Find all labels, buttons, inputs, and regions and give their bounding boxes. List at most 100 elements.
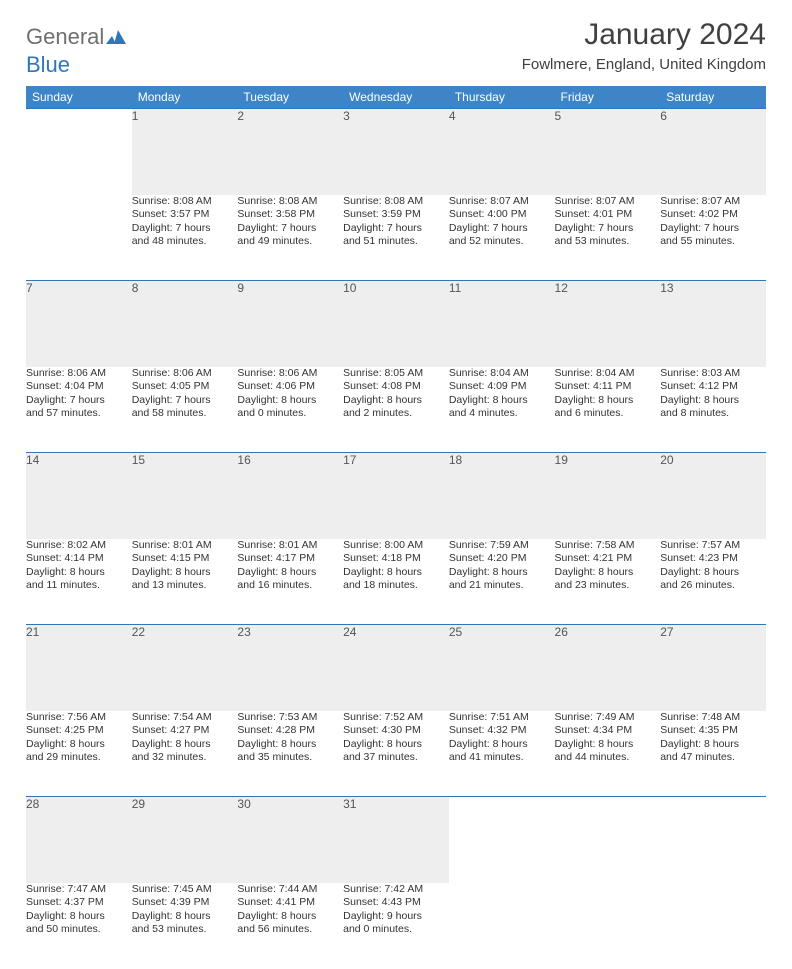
- daylight-text-2: and 49 minutes.: [237, 235, 343, 249]
- sunrise-text: Sunrise: 7:59 AM: [449, 539, 555, 553]
- sunset-text: Sunset: 3:59 PM: [343, 208, 449, 222]
- day-number-cell: 16: [237, 453, 343, 539]
- day-content-cell: Sunrise: 8:07 AMSunset: 4:02 PMDaylight:…: [660, 195, 766, 281]
- sunrise-text: Sunrise: 7:48 AM: [660, 711, 766, 725]
- daylight-text-1: Daylight: 7 hours: [343, 222, 449, 236]
- sunset-text: Sunset: 3:57 PM: [132, 208, 238, 222]
- day-content-cell: Sunrise: 8:06 AMSunset: 4:05 PMDaylight:…: [132, 367, 238, 453]
- day-content-cell: Sunrise: 8:08 AMSunset: 3:59 PMDaylight:…: [343, 195, 449, 281]
- day-number-row: 14151617181920: [26, 453, 766, 539]
- daylight-text-2: and 23 minutes.: [555, 579, 661, 593]
- daylight-text-2: and 50 minutes.: [26, 923, 132, 937]
- day-content-cell: Sunrise: 7:44 AMSunset: 4:41 PMDaylight:…: [237, 883, 343, 969]
- daylight-text-2: and 57 minutes.: [26, 407, 132, 421]
- day-number-cell: 26: [555, 625, 661, 711]
- sunrise-text: Sunrise: 8:06 AM: [26, 367, 132, 381]
- day-content-row: Sunrise: 8:08 AMSunset: 3:57 PMDaylight:…: [26, 195, 766, 281]
- day-number-cell: 21: [26, 625, 132, 711]
- daylight-text-2: and 0 minutes.: [343, 923, 449, 937]
- daylight-text-2: and 11 minutes.: [26, 579, 132, 593]
- sunrise-text: Sunrise: 7:51 AM: [449, 711, 555, 725]
- sunrise-text: Sunrise: 8:07 AM: [449, 195, 555, 209]
- day-number-cell: 24: [343, 625, 449, 711]
- header: General Blue January 2024 Fowlmere, Engl…: [26, 18, 766, 78]
- sunset-text: Sunset: 4:32 PM: [449, 724, 555, 738]
- daylight-text-1: Daylight: 8 hours: [555, 738, 661, 752]
- sunrise-text: Sunrise: 7:53 AM: [237, 711, 343, 725]
- daylight-text-2: and 37 minutes.: [343, 751, 449, 765]
- sunset-text: Sunset: 4:43 PM: [343, 896, 449, 910]
- location: Fowlmere, England, United Kingdom: [522, 56, 766, 73]
- sunset-text: Sunset: 4:11 PM: [555, 380, 661, 394]
- daylight-text-2: and 0 minutes.: [237, 407, 343, 421]
- day-content-cell: Sunrise: 7:51 AMSunset: 4:32 PMDaylight:…: [449, 711, 555, 797]
- daylight-text-2: and 35 minutes.: [237, 751, 343, 765]
- daylight-text-2: and 53 minutes.: [132, 923, 238, 937]
- day-number-cell: 9: [237, 281, 343, 367]
- sunrise-text: Sunrise: 8:08 AM: [237, 195, 343, 209]
- day-number-cell: 8: [132, 281, 238, 367]
- day-number-cell: 10: [343, 281, 449, 367]
- sunrise-text: Sunrise: 8:02 AM: [26, 539, 132, 553]
- sunset-text: Sunset: 4:05 PM: [132, 380, 238, 394]
- daylight-text-2: and 51 minutes.: [343, 235, 449, 249]
- day-number-cell: 1: [132, 109, 238, 195]
- sunrise-text: Sunrise: 7:49 AM: [555, 711, 661, 725]
- day-number-cell: 12: [555, 281, 661, 367]
- day-number-row: 78910111213: [26, 281, 766, 367]
- day-content-cell: Sunrise: 8:04 AMSunset: 4:11 PMDaylight:…: [555, 367, 661, 453]
- day-content-cell: Sunrise: 8:07 AMSunset: 4:01 PMDaylight:…: [555, 195, 661, 281]
- sunset-text: Sunset: 4:39 PM: [132, 896, 238, 910]
- daylight-text-1: Daylight: 7 hours: [237, 222, 343, 236]
- day-content-cell: [660, 883, 766, 969]
- day-content-cell: Sunrise: 8:08 AMSunset: 3:58 PMDaylight:…: [237, 195, 343, 281]
- daylight-text-1: Daylight: 7 hours: [660, 222, 766, 236]
- day-content-cell: Sunrise: 7:53 AMSunset: 4:28 PMDaylight:…: [237, 711, 343, 797]
- daylight-text-2: and 13 minutes.: [132, 579, 238, 593]
- daylight-text-2: and 53 minutes.: [555, 235, 661, 249]
- day-content-cell: Sunrise: 8:05 AMSunset: 4:08 PMDaylight:…: [343, 367, 449, 453]
- sunset-text: Sunset: 3:58 PM: [237, 208, 343, 222]
- daylight-text-1: Daylight: 9 hours: [343, 910, 449, 924]
- daylight-text-1: Daylight: 7 hours: [555, 222, 661, 236]
- day-content-cell: [555, 883, 661, 969]
- sunrise-text: Sunrise: 8:03 AM: [660, 367, 766, 381]
- sunset-text: Sunset: 4:08 PM: [343, 380, 449, 394]
- day-content-cell: Sunrise: 8:06 AMSunset: 4:06 PMDaylight:…: [237, 367, 343, 453]
- daylight-text-1: Daylight: 8 hours: [449, 394, 555, 408]
- daylight-text-1: Daylight: 8 hours: [132, 738, 238, 752]
- day-number-cell: 4: [449, 109, 555, 195]
- sunset-text: Sunset: 4:28 PM: [237, 724, 343, 738]
- daylight-text-2: and 56 minutes.: [237, 923, 343, 937]
- sunset-text: Sunset: 4:01 PM: [555, 208, 661, 222]
- sunset-text: Sunset: 4:20 PM: [449, 552, 555, 566]
- day-content-cell: Sunrise: 7:45 AMSunset: 4:39 PMDaylight:…: [132, 883, 238, 969]
- sunset-text: Sunset: 4:35 PM: [660, 724, 766, 738]
- day-number-cell: 18: [449, 453, 555, 539]
- day-number-cell: 3: [343, 109, 449, 195]
- day-number-cell: 7: [26, 281, 132, 367]
- sunrise-text: Sunrise: 8:08 AM: [132, 195, 238, 209]
- day-content-cell: Sunrise: 8:04 AMSunset: 4:09 PMDaylight:…: [449, 367, 555, 453]
- sunset-text: Sunset: 4:25 PM: [26, 724, 132, 738]
- daylight-text-2: and 29 minutes.: [26, 751, 132, 765]
- sunrise-text: Sunrise: 8:06 AM: [132, 367, 238, 381]
- day-number-cell: 27: [660, 625, 766, 711]
- sunset-text: Sunset: 4:21 PM: [555, 552, 661, 566]
- weekday-header: Saturday: [660, 86, 766, 109]
- day-content-cell: Sunrise: 8:06 AMSunset: 4:04 PMDaylight:…: [26, 367, 132, 453]
- daylight-text-2: and 32 minutes.: [132, 751, 238, 765]
- logo-word1: General: [26, 24, 104, 49]
- sunrise-text: Sunrise: 8:01 AM: [132, 539, 238, 553]
- sunrise-text: Sunrise: 8:07 AM: [660, 195, 766, 209]
- day-content-cell: Sunrise: 7:42 AMSunset: 4:43 PMDaylight:…: [343, 883, 449, 969]
- sunset-text: Sunset: 4:09 PM: [449, 380, 555, 394]
- day-number-cell: [26, 109, 132, 195]
- month-title: January 2024: [522, 18, 766, 52]
- logo-text: General Blue: [26, 24, 126, 78]
- day-number-cell: 2: [237, 109, 343, 195]
- sunrise-text: Sunrise: 7:47 AM: [26, 883, 132, 897]
- sunset-text: Sunset: 4:37 PM: [26, 896, 132, 910]
- daylight-text-2: and 52 minutes.: [449, 235, 555, 249]
- day-number-cell: 31: [343, 797, 449, 883]
